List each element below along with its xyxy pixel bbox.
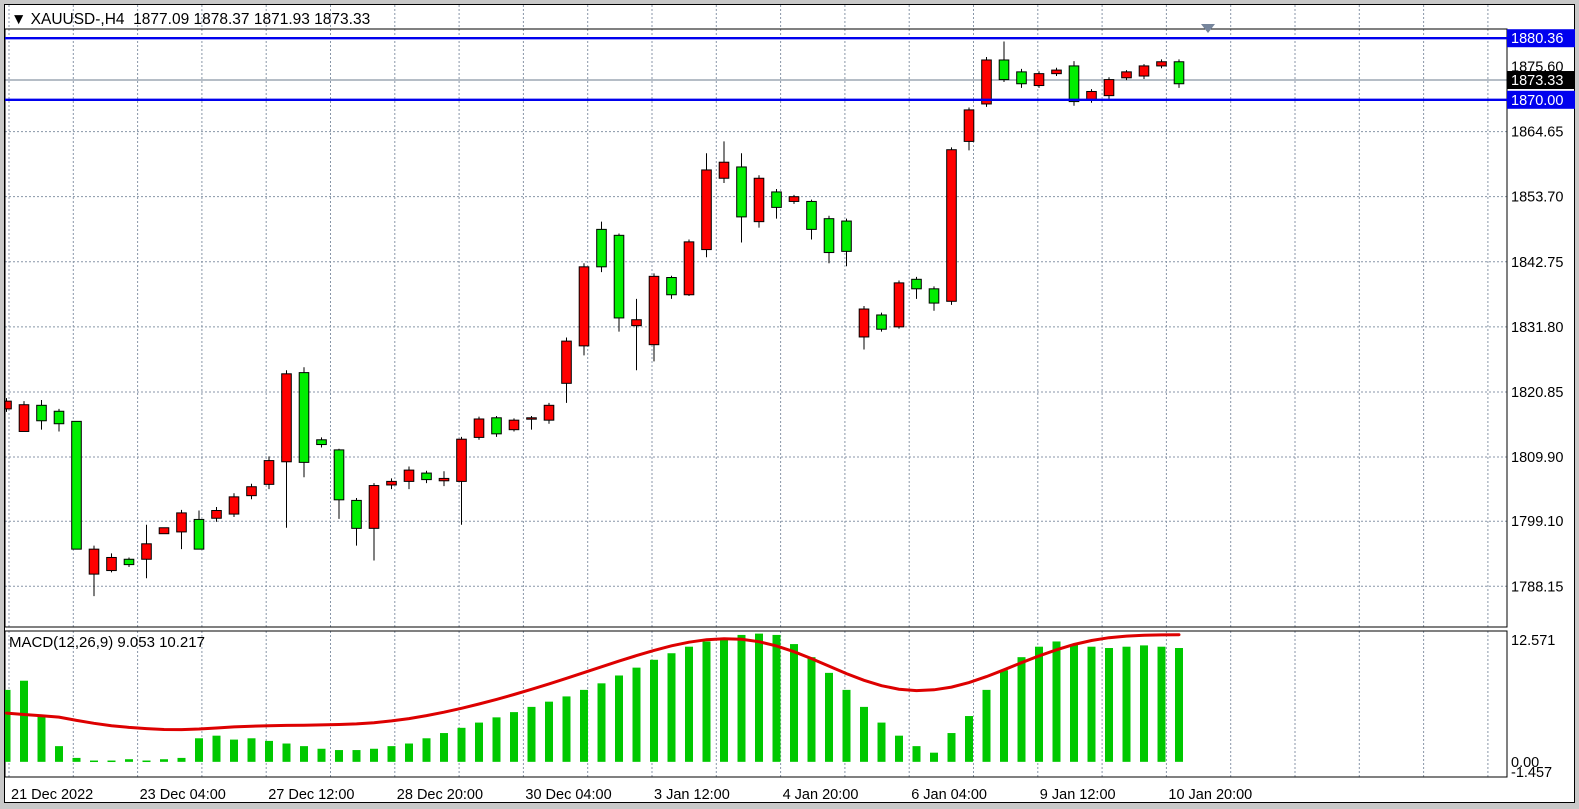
svg-text:12.571: 12.571 — [1511, 633, 1555, 649]
svg-text:3 Jan 12:00: 3 Jan 12:00 — [654, 787, 730, 803]
svg-text:1820.85: 1820.85 — [1511, 385, 1563, 401]
svg-text:21 Dec 2022: 21 Dec 2022 — [11, 787, 93, 803]
svg-text:27 Dec 12:00: 27 Dec 12:00 — [268, 787, 354, 803]
svg-text:MACD(12,26,9) 9.053 10.217: MACD(12,26,9) 9.053 10.217 — [9, 634, 205, 651]
svg-text:1870.00: 1870.00 — [1511, 93, 1563, 109]
svg-text:4 Jan 20:00: 4 Jan 20:00 — [783, 787, 859, 803]
svg-text:6 Jan 04:00: 6 Jan 04:00 — [911, 787, 987, 803]
svg-text:-1.457: -1.457 — [1511, 765, 1552, 781]
svg-text:1880.36: 1880.36 — [1511, 31, 1563, 47]
svg-text:1799.10: 1799.10 — [1511, 514, 1563, 530]
svg-text:28 Dec 20:00: 28 Dec 20:00 — [397, 787, 483, 803]
svg-text:23 Dec 04:00: 23 Dec 04:00 — [140, 787, 226, 803]
svg-text:30 Dec 04:00: 30 Dec 04:00 — [525, 787, 611, 803]
svg-text:1788.15: 1788.15 — [1511, 579, 1563, 595]
svg-text:10 Jan 20:00: 10 Jan 20:00 — [1168, 787, 1252, 803]
svg-text:1809.90: 1809.90 — [1511, 450, 1563, 466]
svg-text:1864.65: 1864.65 — [1511, 125, 1563, 141]
svg-text:1842.75: 1842.75 — [1511, 255, 1563, 271]
svg-text:1831.80: 1831.80 — [1511, 320, 1563, 336]
svg-text:9 Jan 12:00: 9 Jan 12:00 — [1040, 787, 1116, 803]
svg-text:1853.70: 1853.70 — [1511, 190, 1563, 206]
svg-text:1873.33: 1873.33 — [1511, 73, 1563, 89]
